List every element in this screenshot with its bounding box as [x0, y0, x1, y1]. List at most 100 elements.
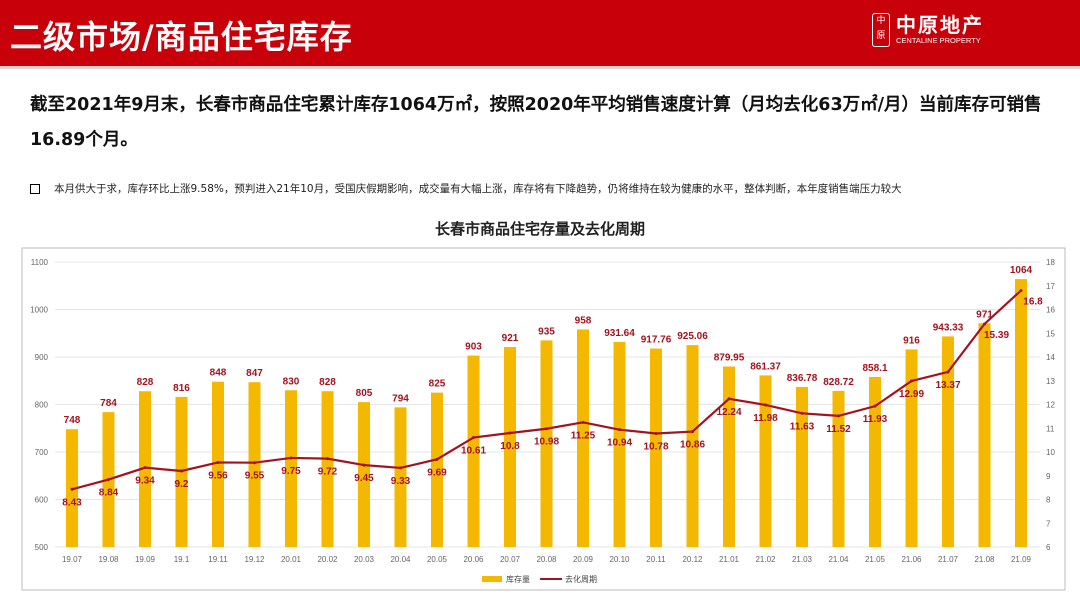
bar-inventory [650, 348, 662, 547]
line-point [837, 414, 840, 418]
x-tick-label: 19.08 [98, 555, 119, 564]
line-point [216, 460, 220, 464]
y-right-tick-label: 18 [1046, 258, 1055, 267]
logo-cn: 中原地产 [896, 13, 984, 37]
bar-inventory [832, 390, 845, 547]
chart-title: 长春市商品住宅存量及去化周期 [434, 220, 645, 238]
bar-data-label: 748 [64, 415, 81, 426]
bar-inventory [394, 407, 407, 547]
bar-data-label: 943.33 [933, 322, 964, 333]
line-data-label: 10.78 [643, 441, 668, 452]
bar-data-label: 921 [502, 333, 519, 344]
line-point [946, 370, 950, 374]
line-data-label: 11.52 [826, 424, 851, 435]
line-data-label: 9.34 [135, 476, 155, 487]
line-point [800, 411, 804, 415]
line-point [727, 397, 731, 401]
bar-data-label: 971 [976, 309, 993, 320]
line-data-label: 9.33 [391, 476, 411, 487]
bar-data-label: 858.1 [862, 363, 887, 374]
bar-data-label: 825 [429, 379, 446, 390]
line-point [253, 461, 256, 465]
line-point [472, 436, 475, 440]
y-right-tick-label: 16 [1046, 306, 1055, 315]
x-tick-label: 19.1 [174, 555, 190, 564]
line-data-label: 10.94 [607, 438, 632, 449]
legend-bar-swatch [482, 576, 502, 582]
line-data-label: 11.93 [863, 414, 888, 425]
line-data-label: 12.99 [899, 389, 924, 400]
bar-data-label: 1064 [1010, 265, 1033, 276]
y-right-tick-label: 10 [1046, 448, 1055, 457]
x-tick-label: 20.04 [390, 555, 411, 564]
bar-data-label: 847 [246, 368, 263, 379]
bar-data-label: 958 [575, 315, 592, 326]
line-point [326, 457, 329, 461]
bar-inventory [978, 323, 991, 547]
bar-data-label: 828 [319, 377, 336, 388]
bar-inventory [321, 391, 334, 547]
bar-data-label: 917.76 [641, 335, 672, 346]
line-data-label: 11.25 [571, 430, 596, 441]
bar-data-label: 931.64 [604, 328, 635, 339]
line-point [983, 322, 986, 326]
y-right-tick-label: 8 [1046, 496, 1051, 505]
y-right-tick-label: 11 [1046, 424, 1055, 433]
header-bar: 二级市场/商品住宅库存 中原 中原地产 CENTALINE PROPERTY [0, 0, 1080, 66]
bar-data-label: 903 [465, 342, 482, 353]
legend-line-label: 去化周期 [565, 574, 597, 584]
y-right-tick-label: 13 [1046, 377, 1055, 386]
bar-data-label: 794 [392, 393, 409, 404]
bar-inventory [796, 387, 808, 547]
bar-data-label: 916 [903, 335, 920, 346]
x-tick-label: 19.12 [244, 555, 265, 564]
bar-inventory [686, 345, 699, 547]
line-point [180, 469, 183, 473]
line-point [289, 456, 293, 460]
y-right-tick-label: 9 [1046, 472, 1051, 481]
bar-inventory [759, 375, 772, 547]
note-line: 本月供大于求，库存环比上涨9.58%，预判进入21年10月，受国庆假期影响，成交… [30, 181, 902, 196]
line-point [399, 466, 402, 470]
x-tick-label: 20.10 [609, 555, 630, 564]
bar-inventory [285, 390, 297, 547]
x-tick-label: 20.06 [463, 555, 484, 564]
y-right-tick-label: 7 [1046, 519, 1051, 528]
x-tick-label: 20.03 [354, 555, 375, 564]
bar-data-label: 861.37 [750, 361, 781, 372]
line-data-label: 9.69 [427, 467, 447, 478]
line-data-label: 16.8 [1023, 297, 1043, 308]
line-point [107, 478, 110, 482]
y-left-tick-label: 600 [35, 496, 49, 505]
line-data-label: 9.55 [245, 471, 265, 482]
line-data-label: 9.45 [354, 473, 374, 484]
line-data-label: 11.98 [753, 413, 778, 424]
line-data-label: 11.63 [790, 421, 815, 432]
line-point [70, 487, 74, 491]
bar-data-label: 805 [356, 388, 373, 399]
bar-data-label: 879.95 [714, 353, 745, 364]
line-point [143, 466, 147, 470]
y-right-tick-label: 14 [1046, 353, 1055, 362]
y-left-tick-label: 700 [35, 448, 49, 457]
line-data-label: 10.86 [680, 440, 705, 451]
note-text: 本月供大于求，库存环比上涨9.58%，预判进入21年10月，受国庆假期影响，成交… [54, 183, 902, 195]
x-tick-label: 19.11 [208, 555, 228, 564]
line-data-label: 15.39 [984, 330, 1009, 341]
bar-data-label: 830 [283, 376, 300, 387]
x-tick-label: 20.02 [317, 555, 338, 564]
bar-inventory [1015, 279, 1027, 547]
line-point [508, 431, 512, 435]
line-data-label: 10.8 [500, 441, 520, 452]
bar-inventory [212, 381, 224, 547]
line-point [873, 404, 877, 408]
summary-text: 截至2021年9月末，长春市商品住宅累计库存1064万㎡，按照2020年平均销售… [30, 95, 1042, 150]
bar-data-label: 784 [100, 398, 117, 409]
x-tick-label: 21.04 [828, 555, 849, 564]
line-data-label: 9.72 [318, 467, 338, 478]
bar-inventory [467, 355, 480, 547]
bar-data-label: 935 [538, 326, 555, 337]
centaline-logo: 中原 中原地产 CENTALINE PROPERTY [872, 13, 984, 47]
x-tick-label: 20.05 [427, 555, 448, 564]
